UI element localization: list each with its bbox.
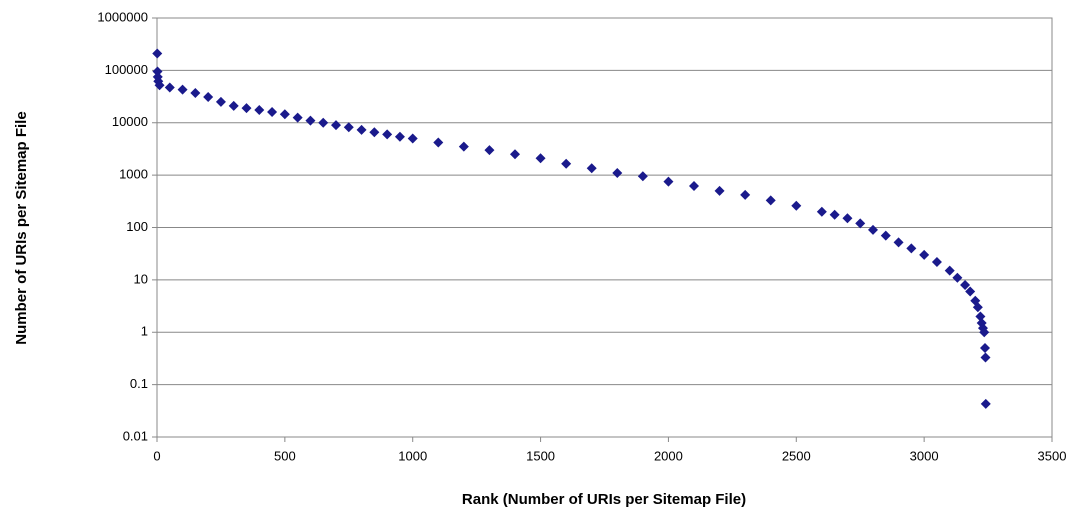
point [318,117,329,128]
point [637,171,648,182]
point [356,124,367,135]
point [829,209,840,220]
point [791,200,802,211]
x-tick-label: 2000 [654,448,683,463]
point [458,141,469,152]
x-tick-label: 2500 [782,448,811,463]
point [906,243,917,254]
point [267,107,278,118]
point [190,87,201,98]
point [919,249,930,260]
x-tick-label: 3500 [1038,448,1067,463]
x-tick-label: 1500 [526,448,555,463]
point [343,122,354,133]
point [855,218,866,229]
point [292,112,303,123]
x-tick-label: 500 [274,448,296,463]
x-tick-label: 3000 [910,448,939,463]
point [382,129,393,140]
y-tick-label: 0.1 [130,376,148,391]
y-axis-title: Number of URIs per Sitemap File [13,111,30,344]
point [305,115,316,126]
point [561,158,572,169]
y-tick-label: 100 [126,219,148,234]
point [972,302,983,313]
point [215,96,226,107]
point [407,133,418,144]
y-tick-label: 0.01 [123,428,148,443]
y-tick-label: 1000000 [97,9,148,24]
point [980,343,991,354]
x-tick-label: 0 [153,448,160,463]
point [177,84,188,95]
point [765,195,776,206]
x-axis-title: Rank (Number of URIs per Sitemap File) [462,491,746,508]
y-tick-label: 10 [134,271,148,286]
point [394,131,405,142]
point [510,149,520,160]
point [203,92,214,103]
point [980,398,991,409]
point [152,66,163,77]
point [663,176,674,187]
point [880,230,891,241]
point [842,213,853,224]
point [254,105,265,116]
y-tick-label: 1 [141,324,148,339]
point [433,137,444,148]
point [931,256,942,267]
point [612,167,623,178]
point [893,237,904,248]
point [154,80,165,91]
point [241,103,252,114]
point [816,206,827,217]
point [714,185,725,196]
point [960,279,971,290]
point [279,109,290,120]
point [740,189,751,200]
x-tick-label: 1000 [398,448,427,463]
point [952,272,963,283]
y-tick-label: 100000 [105,62,148,77]
point [369,127,380,138]
point [975,311,986,322]
point [535,153,546,164]
point [979,327,990,338]
point [868,224,878,235]
point [331,120,341,131]
point [152,48,163,59]
point [164,82,175,93]
point [689,180,699,191]
point [586,163,597,174]
point [944,265,955,276]
point [228,100,239,111]
y-tick-label: 10000 [112,114,148,129]
point [980,352,991,363]
point [965,286,976,297]
point [484,145,495,156]
y-tick-label: 1000 [119,167,148,182]
